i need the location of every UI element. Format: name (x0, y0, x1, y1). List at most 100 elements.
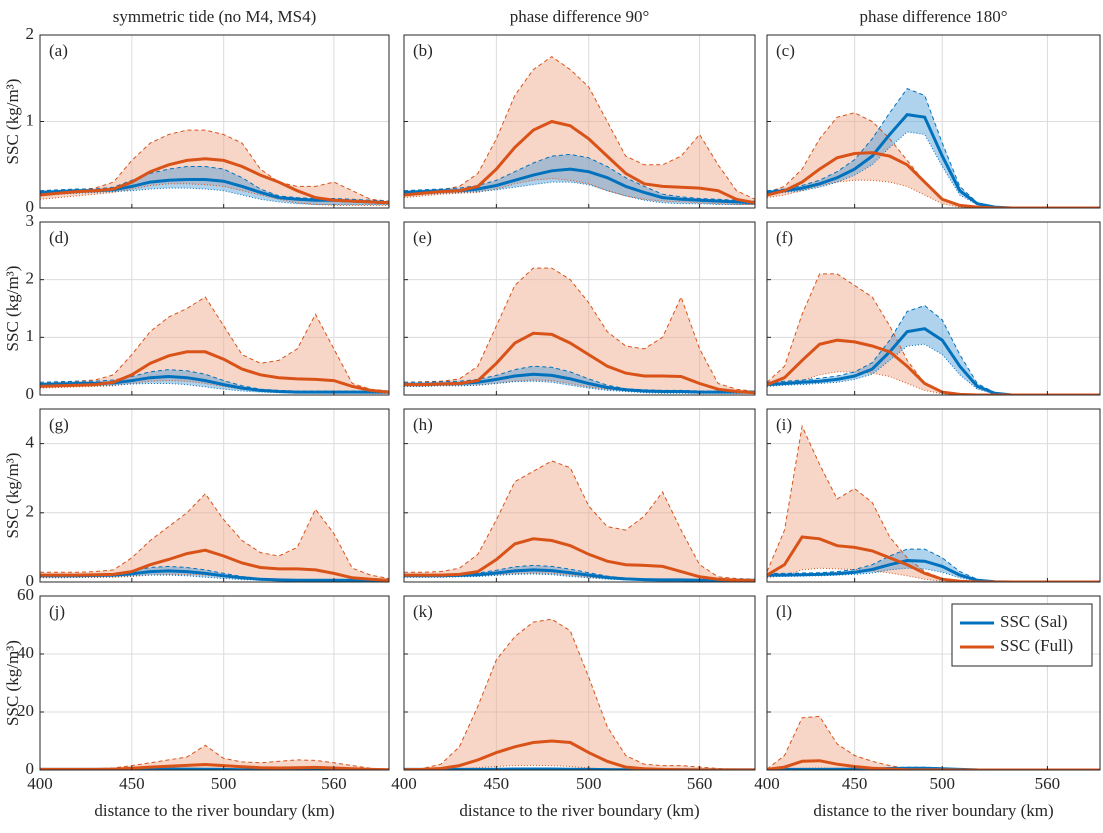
column-title: symmetric tide (no M4, MS4) (113, 7, 317, 26)
panel-frame (766, 408, 1101, 583)
plot-area (40, 744, 389, 770)
panel-frame (766, 221, 1101, 396)
band (40, 493, 389, 581)
plot-area (767, 273, 1100, 395)
panel-frame (403, 408, 756, 583)
legend-label: SSC (Full) (1000, 636, 1073, 655)
x-tick-label: 450 (119, 774, 145, 793)
plot-area (40, 493, 389, 582)
upper-line (404, 460, 755, 580)
panel-label: (g) (49, 415, 69, 434)
panel-label: (k) (413, 602, 433, 621)
plot-area (40, 296, 389, 394)
plot-area (767, 715, 1100, 770)
panel-frame (766, 595, 1101, 771)
mean-line (40, 350, 389, 394)
plot-area (404, 55, 755, 205)
x-tick-label: 560 (1035, 774, 1061, 793)
panel-frame (403, 595, 756, 771)
panel-label: (j) (49, 602, 65, 621)
band (40, 745, 389, 770)
upper-line (767, 715, 1100, 770)
y-tick-label: 0 (26, 759, 35, 778)
plot-area (767, 424, 1100, 582)
lower-line (40, 187, 389, 205)
mean-line (404, 119, 755, 205)
x-tick-label: 400 (27, 774, 53, 793)
panel-label: (f) (776, 228, 793, 247)
band (40, 297, 389, 394)
upper-line (404, 267, 755, 392)
band (767, 716, 1100, 770)
upper-line (767, 87, 1100, 208)
band (767, 426, 1100, 582)
y-axis-label: SSC (kg/m³) (3, 453, 22, 539)
panel-frame (39, 221, 390, 396)
band (404, 268, 755, 394)
y-tick-label: 0 (26, 384, 35, 403)
plot-area (40, 129, 389, 206)
y-axis-label: SSC (kg/m³) (3, 79, 22, 165)
legend-label: SSC (Sal) (1000, 612, 1068, 631)
x-tick-label: 400 (754, 774, 780, 793)
x-tick-label: 500 (930, 774, 956, 793)
y-tick-label: 2 (26, 24, 35, 43)
column-title: phase difference 90° (510, 7, 650, 26)
lower-line (767, 371, 1100, 395)
mean-line (767, 535, 1100, 582)
y-tick-label: 0 (26, 571, 35, 590)
band (404, 619, 755, 770)
x-tick-label: 500 (211, 774, 237, 793)
y-tick-label: 1 (26, 110, 35, 129)
y-tick-label: 40 (17, 643, 34, 662)
upper-line (767, 548, 1100, 582)
mean-line (40, 548, 389, 582)
mean-line (404, 537, 755, 582)
mean-line (767, 558, 1100, 582)
panel-frame (39, 595, 390, 771)
column-title: phase difference 180° (859, 7, 1007, 26)
panel-label: (i) (776, 415, 792, 434)
mean-line (404, 331, 755, 395)
x-tick-label: 500 (576, 774, 602, 793)
mean-line (767, 151, 1100, 208)
lower-line (767, 567, 1100, 582)
x-tick-label: 450 (842, 774, 868, 793)
upper-line (40, 166, 389, 202)
y-axis-label: SSC (kg/m³) (3, 640, 22, 726)
panel-label: (e) (413, 228, 432, 247)
panel-label: (b) (413, 41, 433, 60)
mean-line (767, 338, 1100, 395)
panel-label: (a) (49, 41, 68, 60)
y-tick-label: 1 (26, 326, 35, 345)
x-tick-label: 450 (484, 774, 510, 793)
upper-line (40, 296, 389, 392)
lower-line (404, 178, 755, 205)
panel-frame (403, 221, 756, 396)
panel-label: (d) (49, 228, 69, 247)
panel-label: (l) (776, 602, 792, 621)
panel-label: (c) (776, 41, 795, 60)
panel-frame (39, 408, 390, 583)
y-tick-label: 20 (17, 701, 34, 720)
x-tick-label: 400 (391, 774, 417, 793)
upper-line (40, 129, 389, 202)
band (767, 88, 1100, 208)
y-tick-label: 3 (26, 211, 35, 230)
x-axis-label: distance to the river boundary (km) (94, 801, 334, 820)
lower-line (767, 179, 1100, 208)
y-tick-label: 4 (26, 433, 35, 452)
band (404, 460, 755, 581)
band (767, 112, 1100, 208)
mean-line (40, 157, 389, 205)
plot-area (767, 87, 1100, 208)
plot-area (404, 618, 755, 770)
mean-line (40, 762, 389, 770)
legend-box (951, 603, 1093, 667)
upper-line (404, 153, 755, 202)
y-tick-label: 2 (26, 269, 35, 288)
y-axis-label: SSC (kg/m³) (3, 266, 22, 352)
upper-line (40, 493, 389, 579)
upper-line (404, 55, 755, 200)
